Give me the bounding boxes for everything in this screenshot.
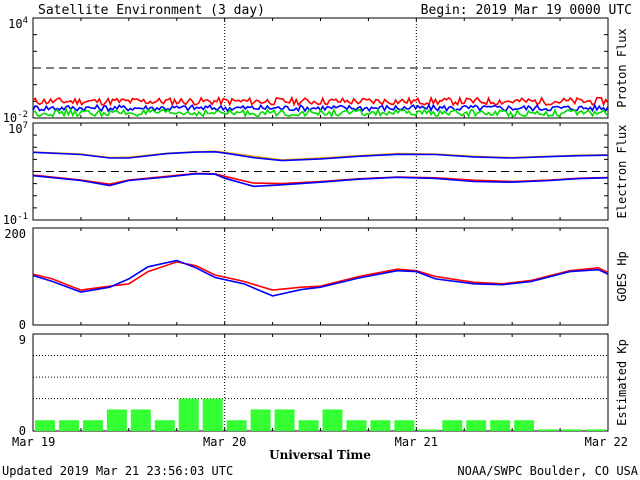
kp-bar <box>250 409 271 431</box>
kp-bar <box>35 420 55 431</box>
kp-bar <box>442 420 463 431</box>
kp-bar <box>346 420 367 431</box>
hp-frame <box>32 227 609 326</box>
kp-bar <box>586 429 606 431</box>
kp-bar <box>58 420 79 431</box>
x-tick-label: Mar 20 <box>203 435 246 449</box>
kp-bar <box>418 429 439 431</box>
kp-bar <box>394 420 415 431</box>
kp-bar <box>226 420 247 431</box>
x-axis-ticks: Mar 19 Mar 20 Mar 21 Mar 22 <box>12 435 628 449</box>
proton-ytick-top: 104 <box>8 16 28 31</box>
kp-bar <box>562 429 583 431</box>
electron-ytick-top: 107 <box>8 121 28 136</box>
kp-bar <box>370 420 391 431</box>
begin-time: Begin: 2019 Mar 19 0000 UTC <box>421 3 632 18</box>
updated-timestamp: Updated 2019 Mar 21 23:56:03 UTC <box>2 464 233 478</box>
x-tick-label: Mar 19 <box>12 435 55 449</box>
hp-series-blue-1 <box>32 259 609 297</box>
proton-series-red <box>32 95 609 107</box>
kp-panel: Estimated Kp 0 9 <box>19 333 629 438</box>
kp-ytick-label: 0 <box>19 424 26 438</box>
kp-bar <box>538 429 559 431</box>
kp-bar <box>274 409 295 431</box>
kp-bar <box>322 409 343 431</box>
hp-ytick-label: 200 <box>4 227 26 241</box>
x-axis-label: Universal Time <box>269 448 371 462</box>
kp-ylabel: Estimated Kp <box>615 339 629 426</box>
hp-ylabel: GOES Hp <box>615 251 629 302</box>
electron-ylabel: Electron Flux <box>615 125 629 219</box>
x-tick-label: Mar 22 <box>585 435 628 449</box>
kp-bar <box>106 409 127 431</box>
hp-series-red-0 <box>32 261 609 291</box>
kp-bar <box>202 398 223 431</box>
kp-bar <box>178 398 199 431</box>
electron-series-blue-1 <box>32 150 609 162</box>
kp-bar <box>514 420 535 431</box>
hp-panel: GOES Hp 0 200 <box>4 227 629 332</box>
kp-bar <box>154 420 175 431</box>
credit-text: NOAA/SWPC Boulder, CO USA <box>457 464 638 478</box>
electron-ytick-bottom: 10-1 <box>3 212 28 227</box>
kp-bar <box>466 420 487 431</box>
kp-bar <box>298 420 319 431</box>
hp-ytick-label: 0 <box>19 318 26 332</box>
x-tick-label: Mar 21 <box>395 435 438 449</box>
proton-ylabel: Proton Flux <box>615 28 629 107</box>
kp-bar <box>130 409 151 431</box>
chart-title: Satellite Environment (3 day) <box>38 3 265 18</box>
electron-series-blue-3 <box>32 172 609 188</box>
electron-panel: Electron Flux 107 10-1 <box>3 121 629 227</box>
kp-bar <box>490 420 511 431</box>
proton-series-green <box>32 107 609 119</box>
kp-bar <box>82 420 103 431</box>
kp-ytick-label: 9 <box>19 333 26 347</box>
